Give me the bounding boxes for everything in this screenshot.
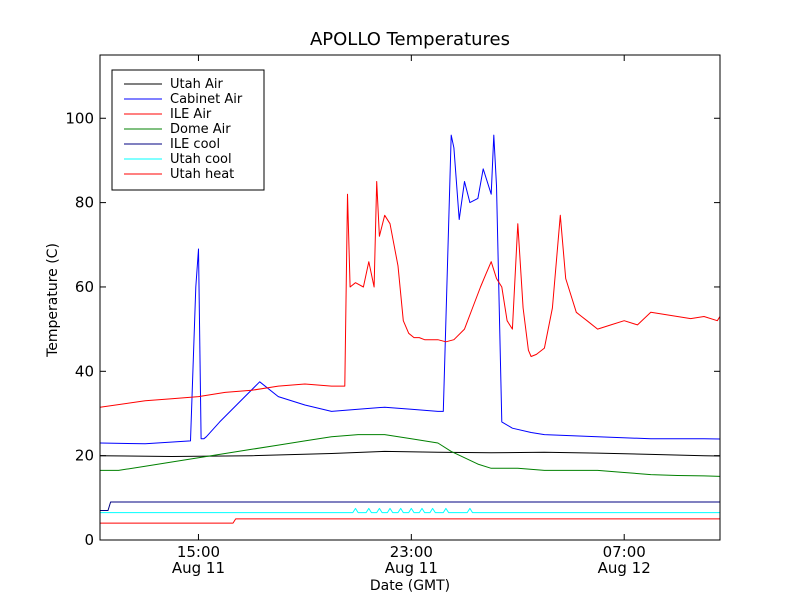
series-line-cabinet-air	[100, 134, 720, 445]
legend-label: Utah heat	[170, 167, 234, 182]
legend-box	[111, 69, 265, 191]
y-tick-label: 80	[75, 194, 94, 212]
chart-title: APOLLO Temperatures	[310, 29, 510, 50]
legend-label: Cabinet Air	[170, 92, 243, 107]
y-tick-label: 60	[75, 278, 94, 296]
legend-label: ILE Air	[170, 107, 212, 122]
series-line-ile-cool	[100, 501, 720, 511]
x-tick-label-time: 15:00	[177, 543, 220, 561]
x-tick-label-date: Aug 11	[172, 559, 225, 577]
series-layer	[100, 134, 720, 524]
legend-label: Utah cool	[170, 152, 232, 167]
x-tick-label-date: Aug 12	[598, 559, 651, 577]
x-axis-label: Date (GMT)	[370, 578, 450, 594]
plot-frame	[99, 54, 721, 541]
series-line-ile-air	[100, 181, 720, 408]
series-line-utah-air	[100, 450, 720, 457]
series-line-utah-heat	[100, 518, 720, 524]
y-tick-label: 20	[75, 447, 94, 465]
series-line-utah-cool	[100, 507, 720, 514]
x-tick-label-date: Aug 11	[385, 559, 438, 577]
y-tick-label: 100	[65, 109, 94, 127]
legend-label: ILE cool	[170, 137, 220, 152]
y-axis-label: Temperature (C)	[45, 243, 61, 358]
x-tick-label-time: 07:00	[603, 543, 646, 561]
x-tick-label-time: 23:00	[390, 543, 433, 561]
legend-label: Utah Air	[170, 77, 223, 92]
y-tick-label: 0	[84, 531, 94, 549]
series-line-dome-air	[100, 434, 720, 477]
legend-label: Dome Air	[170, 122, 231, 137]
y-tick-label: 40	[75, 362, 94, 380]
